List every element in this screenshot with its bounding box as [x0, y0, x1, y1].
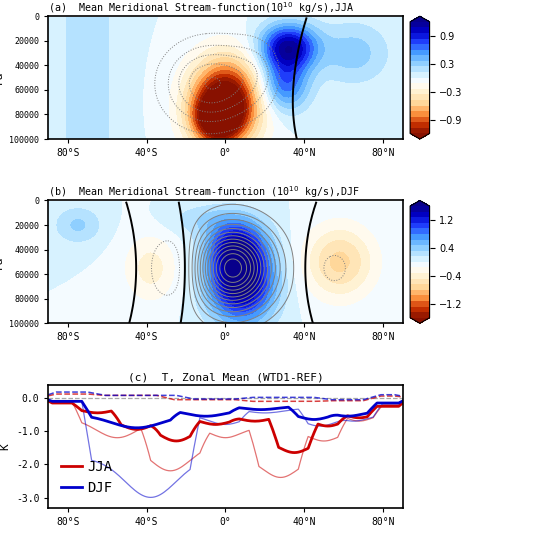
PathPatch shape — [410, 16, 430, 22]
DJF — [400, 398, 406, 404]
PathPatch shape — [410, 318, 430, 323]
Y-axis label: Pa: Pa — [0, 71, 4, 84]
JJA — [291, 449, 297, 456]
PathPatch shape — [410, 133, 430, 139]
DJF — [98, 416, 105, 423]
Line: DJF: DJF — [48, 400, 403, 428]
DJF — [219, 411, 225, 417]
JJA — [216, 421, 223, 428]
JJA — [45, 398, 52, 404]
Text: (b)  Mean Meridional Stream-function (10$^{10}$ kg/s),DJF: (b) Mean Meridional Stream-function (10$… — [48, 185, 360, 200]
JJA — [400, 400, 406, 406]
Line: JJA: JJA — [48, 401, 403, 453]
DJF — [134, 424, 140, 431]
Title: (c)  T, Zonal Mean (WTD1-REF): (c) T, Zonal Mean (WTD1-REF) — [128, 373, 323, 382]
DJF — [45, 397, 52, 403]
PathPatch shape — [410, 200, 430, 206]
Y-axis label: Pa: Pa — [0, 255, 4, 268]
Text: (a)  Mean Meridional Stream-function(10$^{10}$ kg/s),JJA: (a) Mean Meridional Stream-function(10$^… — [48, 1, 354, 16]
DJF — [146, 423, 152, 430]
JJA — [75, 404, 81, 410]
JJA — [214, 421, 221, 428]
JJA — [340, 415, 347, 422]
JJA — [98, 409, 105, 416]
DJF — [75, 398, 81, 404]
Legend: JJA, DJF: JJA, DJF — [55, 455, 118, 501]
Y-axis label: K: K — [0, 443, 10, 449]
DJF — [340, 413, 347, 419]
JJA — [143, 424, 150, 430]
DJF — [216, 411, 223, 418]
